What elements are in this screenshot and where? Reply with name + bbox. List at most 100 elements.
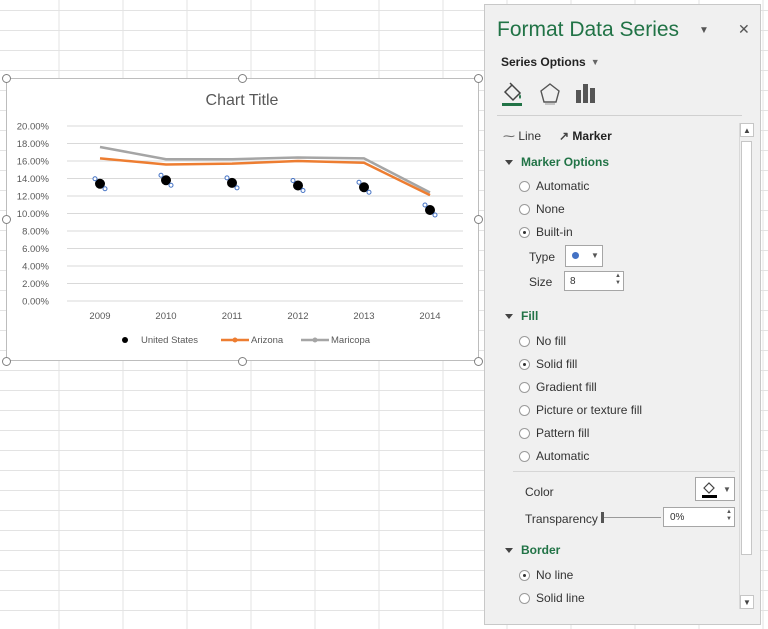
series-options-dropdown[interactable]: Series Options ▼ [501,55,600,69]
chevron-down-icon: ▼ [591,251,599,260]
data-point-marker[interactable] [227,177,237,188]
series-layer [92,145,438,218]
point-selection-handle[interactable] [224,175,230,181]
marker-size-value: 8 [570,276,576,287]
y-tick-label: 10.00% [17,209,50,220]
resize-handle-bottom-right[interactable] [474,357,483,366]
x-tick-label: 2012 [287,311,308,322]
fill-section-header[interactable]: Fill [505,309,538,323]
resize-handle-bottom-left[interactable] [2,357,11,366]
legend-entry[interactable]: Arizona [221,335,284,346]
gradient-fill-label: Gradient fill [536,380,597,394]
resize-handle-top-center[interactable] [238,74,247,83]
color-label: Color [525,485,554,499]
line-icon: ⁓ [503,129,515,143]
marker-builtin-label: Built-in [536,225,573,239]
resize-handle-middle-left[interactable] [2,215,11,224]
legend-label: United States [141,335,198,346]
point-selection-handle[interactable] [432,212,438,218]
solid-fill-label: Solid fill [536,357,578,371]
point-selection-handle[interactable] [290,178,296,183]
tab-line[interactable]: ⁓ Line [503,129,541,143]
point-selection-handle[interactable] [422,202,428,208]
resize-handle-top-right[interactable] [474,74,483,83]
y-tick-label: 6.00% [22,244,49,255]
marker-size-spinner[interactable]: 8 ▲ ▼ [564,271,624,291]
y-tick-label: 14.00% [17,174,50,185]
point-selection-handle[interactable] [234,185,240,191]
circle-marker-icon [572,252,579,259]
transparency-spinner[interactable]: 0% ▲ ▼ [663,507,735,527]
chart-title[interactable]: Chart Title [206,92,279,109]
data-point-marker[interactable] [161,175,171,186]
y-tick-label: 4.00% [22,262,49,273]
point-selection-handle[interactable] [300,188,306,193]
pane-divider [497,115,742,116]
x-tick-label: 2014 [419,311,440,322]
data-point-marker[interactable] [359,182,369,193]
border-section-header[interactable]: Border [505,543,560,557]
slider-thumb[interactable] [601,512,604,523]
y-tick-label: 16.00% [17,157,50,168]
chevron-down-icon: ▼ [590,57,600,67]
close-icon[interactable]: ✕ [738,21,750,37]
legend-entry[interactable]: United States [122,335,198,346]
legend-marker [312,337,318,343]
legend-label: Arizona [251,335,284,346]
marker-type-label: Type [529,250,556,264]
format-data-series-pane: Format Data Series ▼ ✕ Series Options ▼ ⁓… [484,4,761,625]
resize-handle-top-left[interactable] [2,74,11,83]
series-line-arizona[interactable] [99,157,431,197]
data-point-marker[interactable] [95,178,105,189]
fill-line-tab-icon[interactable] [499,80,525,108]
scroll-thumb[interactable] [741,141,752,555]
fill-divider [513,471,735,472]
pane-scrollbar[interactable]: ▲ ▼ [739,123,754,609]
y-tick-label: 2.00% [22,279,49,290]
data-point-marker[interactable] [425,205,435,215]
no-fill-label: No fill [536,334,567,348]
paint-bucket-color-icon [702,482,717,498]
marker-none-label: None [536,202,565,216]
point-selection-handle[interactable] [356,179,362,185]
gridlines [67,125,463,302]
point-selection-handle[interactable] [102,186,108,192]
fill-color-picker[interactable]: ▼ [695,477,735,501]
point-selection-handle[interactable] [366,189,372,195]
y-tick-label: 12.00% [17,192,50,203]
transparency-slider[interactable] [601,512,661,524]
data-point-marker[interactable] [293,180,303,191]
legend-marker [122,337,128,343]
series-line-maricopa[interactable] [99,145,431,194]
expand-triangle-icon [505,548,513,553]
paint-bucket-icon [502,82,522,106]
chart-area[interactable]: Chart Title 0.00% 2.00% 4.00% 6.00% 8.00% 10.… [6,78,479,361]
point-selection-handle[interactable] [158,172,164,178]
point-selection-handle[interactable] [168,182,174,188]
x-tick-label: 2011 [222,311,242,322]
marker-size-label: Size [529,275,553,289]
x-tick-label: 2010 [155,311,176,322]
y-tick-label: 8.00% [22,227,49,238]
transparency-label: Transparency [525,512,598,526]
pane-options-chevron-icon[interactable]: ▼ [699,25,709,36]
expand-triangle-icon [505,314,513,319]
legend: United States Arizona Maricopa [122,335,371,346]
point-selection-handle[interactable] [92,176,98,182]
fill-heading: Fill [521,309,539,323]
resize-handle-middle-right[interactable] [474,215,483,224]
no-line-label: No line [536,568,574,582]
effects-tab-icon[interactable] [537,80,563,108]
picture-texture-fill-label: Picture or texture fill [536,403,643,417]
marker-type-dropdown[interactable]: ▼ [565,245,603,267]
scroll-up-arrow-icon[interactable]: ▲ [740,123,754,137]
legend-entry[interactable]: Maricopa [301,335,371,346]
series-options-label: Series Options [501,55,586,69]
marker-options-section-header[interactable]: Marker Options [505,155,609,169]
resize-handle-bottom-center[interactable] [238,357,247,366]
series-options-tab-icon[interactable] [573,80,599,108]
tab-marker[interactable]: ↗ Marker [559,129,612,143]
marker-line-icon: ↗ [559,129,570,143]
marker-options-heading: Marker Options [521,155,610,169]
scroll-down-arrow-icon[interactable]: ▼ [740,595,754,609]
